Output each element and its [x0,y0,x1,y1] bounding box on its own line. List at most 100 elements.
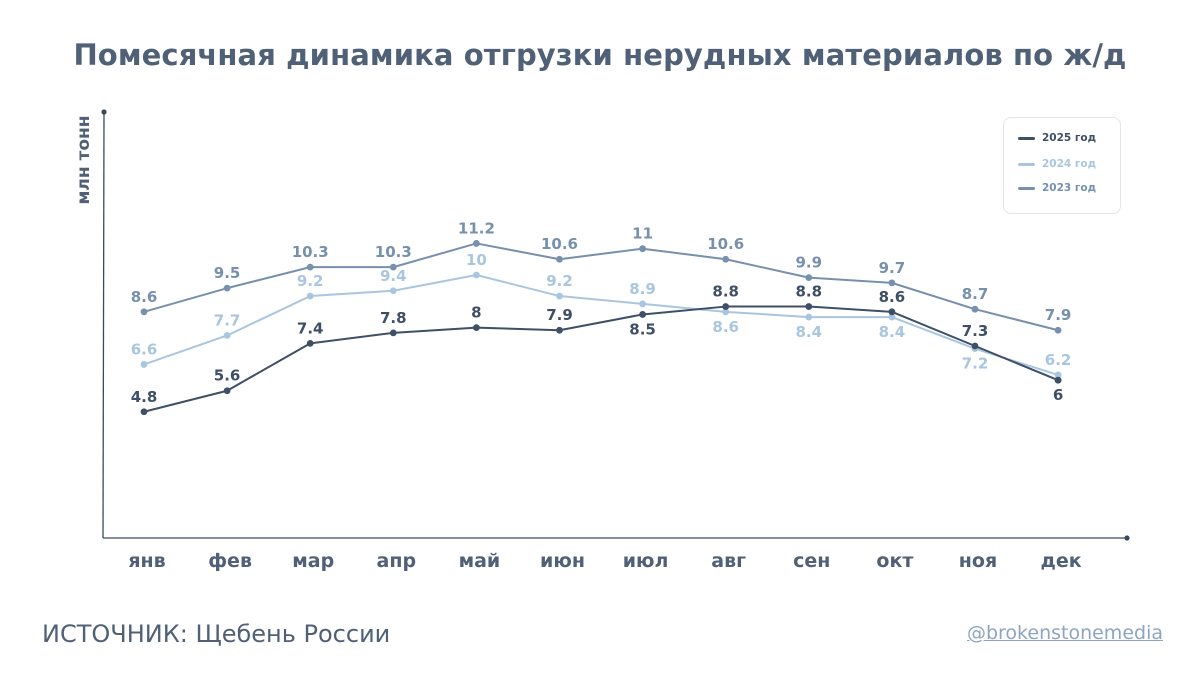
data-label: 7.4 [297,319,324,337]
data-point [888,279,896,287]
data-point [556,292,563,300]
data-label: 8.6 [879,288,906,306]
data-point [140,408,148,416]
x-tick-label: мар [292,550,334,572]
data-label: 8.8 [712,283,739,301]
data-label: 10 [466,251,487,269]
x-tick-label: сен [793,550,830,572]
legend-label-2023: 2023 год [1042,182,1097,194]
data-point [805,313,813,321]
data-label: 5.6 [214,367,241,385]
data-point [556,255,563,263]
data-point [140,361,148,368]
data-label: 8.6 [712,318,739,336]
data-label: 9.9 [796,254,823,272]
x-tick-label: окт [876,550,913,572]
data-point [306,292,314,300]
legend-label-2025: 2025 год [1042,132,1097,144]
data-point [805,274,813,282]
data-point [888,313,896,321]
legend-item-2023: 2023 год [1018,181,1096,195]
data-point [473,271,480,279]
legend-swatch-2024 [1018,162,1035,166]
data-point [971,342,979,350]
data-point [389,287,397,295]
data-label: 7.8 [380,309,407,327]
data-label: 8.8 [796,283,823,301]
data-point [389,263,397,271]
data-point [722,303,730,310]
legend-swatch-2025 [1018,136,1035,140]
x-axis-end-dot [1124,535,1130,541]
data-point [1054,326,1062,334]
data-point [223,284,231,292]
series-line-2025 [143,305,1059,413]
data-label: 8.9 [629,280,656,298]
data-label: 10.3 [292,243,329,261]
data-label: 10.3 [375,243,412,261]
legend-item-2024: 2024 год [1018,157,1096,171]
data-label: 9.7 [879,259,906,277]
data-label: 9.2 [546,272,573,290]
data-label: 10.6 [541,235,578,253]
data-point [1054,371,1062,379]
data-label: 6 [1053,386,1063,404]
chart-title: Помесячная динамика отгрузки нерудных ма… [73,38,1127,72]
series-line-2024 [143,274,1059,376]
data-point [140,308,148,316]
data-point [1054,376,1062,384]
x-tick-label: янв [128,550,165,572]
data-label: 9.5 [214,264,241,282]
data-label: 10.6 [707,235,744,253]
data-label: 8.5 [629,320,656,338]
data-point [722,308,730,316]
data-point [556,326,563,334]
x-tick-label: дек [1041,550,1082,572]
data-label: 4.8 [131,388,158,406]
data-label: 11.2 [458,219,495,237]
y-axis-line [102,111,105,539]
data-label: 9.2 [297,272,324,290]
legend-item-2025: 2025 год [1018,131,1096,145]
data-label: 8.4 [879,323,906,341]
x-tick-label: авг [711,550,746,572]
data-point [389,329,397,337]
data-label: 7.9 [1045,306,1072,324]
data-label: 7.3 [962,322,989,340]
data-point [971,305,979,313]
data-label: 7.7 [214,311,241,329]
x-tick-label: ноя [959,550,997,572]
data-point [223,332,231,339]
data-label: 9.4 [380,267,407,285]
data-label: 7.2 [962,355,989,373]
data-point [639,245,646,253]
data-point [888,308,896,316]
data-point [473,324,480,331]
data-label: 8.6 [131,288,158,306]
data-point [473,240,480,247]
data-label: 8.4 [796,323,823,341]
data-point [639,300,646,308]
data-label: 8.7 [962,285,989,303]
x-tick-label: апр [377,550,417,572]
chart-legend: 2025 год 2024 год 2023 год [1003,117,1121,214]
data-label: 11 [632,225,653,243]
data-point [722,255,730,263]
data-point [639,311,646,318]
series-line-2023 [143,242,1059,332]
data-point [306,263,314,271]
x-tick-label: июл [623,550,669,572]
data-point [805,303,813,310]
legend-label-2024: 2024 год [1042,158,1097,170]
social-handle-link[interactable]: @brokenstonemedia [966,622,1163,644]
source-note: ИСТОЧНИК: Щебень России [42,620,391,648]
x-tick-label: май [459,550,501,572]
data-label: 7.9 [546,306,573,324]
legend-swatch-2023 [1018,186,1035,190]
data-point [223,387,231,395]
data-label: 6.6 [131,340,158,358]
y-axis-end-dot [101,109,107,115]
data-label: 6.2 [1045,351,1072,369]
data-point [306,339,314,347]
